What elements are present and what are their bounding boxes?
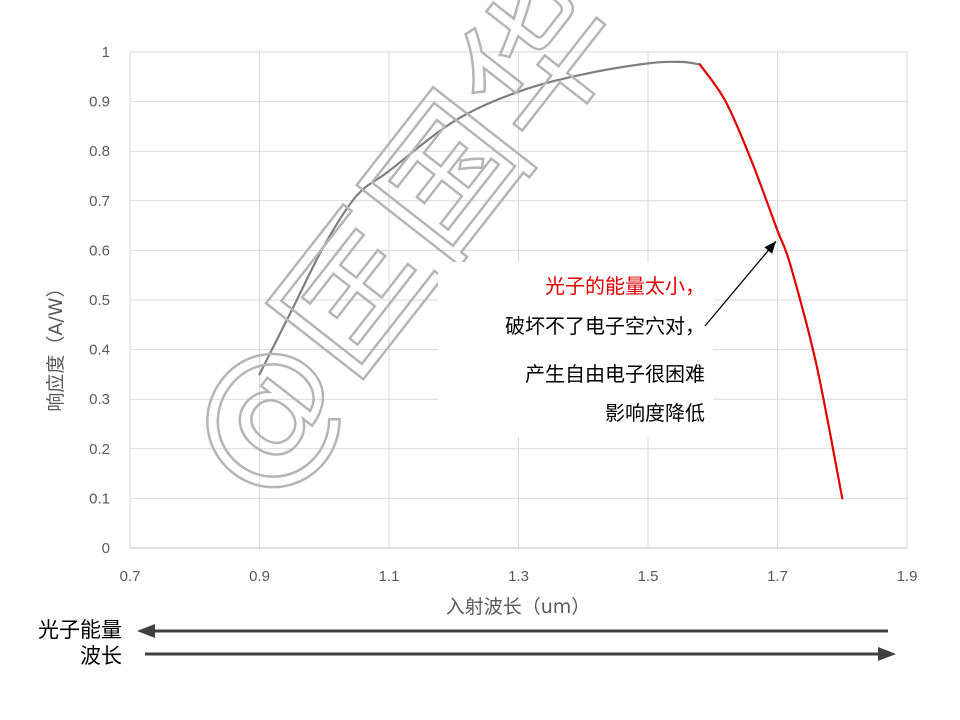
x-tick-label: 1.9 (897, 568, 918, 585)
bottom-arrows (137, 624, 896, 661)
y-tick-label: 0.1 (89, 490, 110, 507)
y-tick-label: 0.2 (89, 441, 110, 458)
y-tick-label: 0.3 (89, 391, 110, 408)
annotation-background (438, 262, 713, 437)
x-tick-label: 1.3 (508, 568, 529, 585)
y-tick-label: 1 (102, 44, 110, 61)
x-tick-label: 1.1 (379, 568, 400, 585)
photon-energy-label: 光子能量 (38, 618, 122, 642)
y-tick-label: 0 (102, 540, 110, 557)
annotation-line: 破坏不了电子空穴对， (505, 314, 705, 338)
annotation-line: 影响度降低 (605, 401, 705, 425)
y-tick-label: 0.5 (89, 292, 110, 309)
y-axis-title: 响应度（A/W） (45, 278, 67, 411)
x-tick-label: 1.5 (638, 568, 659, 585)
y-tick-label: 0.8 (89, 143, 110, 160)
series-line-2 (698, 63, 844, 500)
annotation-line: 光子的能量太小， (545, 274, 705, 298)
y-tick-label: 0.4 (89, 342, 110, 359)
annotation-arrow-line (704, 240, 777, 327)
axes (129, 52, 907, 549)
photon-energy-arrowhead (137, 624, 155, 638)
wavelength-label: 波长 (80, 644, 122, 668)
wavelength-arrowhead (878, 647, 896, 661)
x-axis-title: 入射波长（um） (446, 596, 591, 618)
x-tick-label: 0.7 (120, 568, 141, 585)
series-line-1 (258, 60, 701, 376)
annotation-arrowhead (764, 241, 776, 254)
series-lines (258, 60, 844, 500)
y-tick-label: 0.6 (89, 242, 110, 259)
x-tick-label: 1.7 (767, 568, 788, 585)
y-tick-label: 0.9 (89, 94, 110, 111)
x-tick-label: 0.9 (249, 568, 270, 585)
tick-labels: 0 0.1 0.2 0.3 0.4 0.5 0.6 0.7 0.8 0.9 1 0.7 0.9 1.1 1.… (89, 44, 917, 585)
annotation-line: 产生自由电子很困难 (525, 362, 705, 386)
y-tick-label: 0.7 (89, 193, 110, 210)
